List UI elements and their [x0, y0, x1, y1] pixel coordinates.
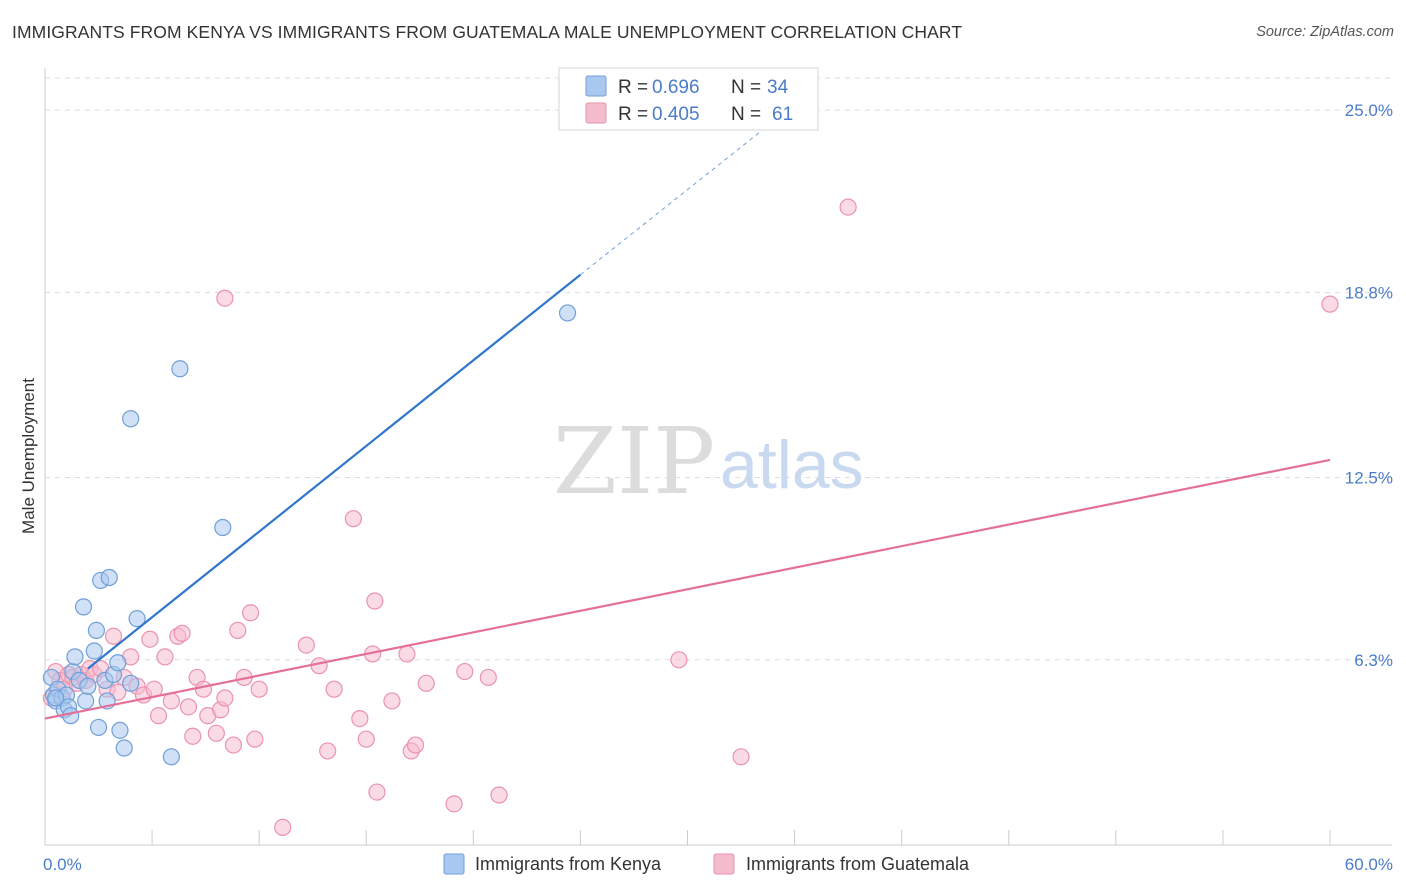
kenya-point [111, 721, 129, 739]
kenya-point [122, 674, 140, 692]
guatemala-point [184, 727, 202, 745]
kenya-point [109, 654, 127, 672]
x-tick-label-max: 60.0% [1345, 855, 1393, 874]
guatemala-point [229, 621, 247, 640]
kenya-n-label: N = [731, 77, 761, 98]
guatemala-point [344, 510, 362, 528]
kenya-point [47, 689, 65, 707]
guatemala-point [310, 657, 328, 675]
watermark-zip: ZIP [553, 408, 715, 515]
kenya-point [171, 360, 189, 378]
guatemala-point [242, 604, 260, 622]
guatemala-trend-line [44, 458, 1331, 720]
guatemala-point [141, 630, 159, 648]
stats-legend: R = 0.696 N = 34 R = 0.405 N = 61 [558, 67, 819, 131]
guatemala-point [368, 783, 386, 801]
kenya-point [558, 304, 577, 322]
legend-kenya-swatch [443, 853, 465, 875]
guatemala-point [406, 736, 425, 754]
kenya-point [122, 410, 140, 428]
kenya-swatch [585, 75, 607, 97]
kenya-point [128, 610, 146, 628]
guatemala-point [224, 736, 243, 754]
y-tick-label: 6.3% [1354, 651, 1393, 670]
x-tick-label-min: 0.0% [43, 855, 82, 874]
kenya-point [79, 677, 97, 695]
guatemala-point [479, 668, 497, 687]
kenya-point [89, 718, 108, 737]
guatemala-point [194, 680, 213, 698]
guatemala-point [179, 698, 198, 716]
legend-guatemala-label: Immigrants from Guatemala [746, 854, 970, 874]
trend-lines [44, 112, 1331, 720]
kenya-point [85, 642, 103, 660]
guatemala-point [732, 748, 750, 766]
y-tick-labels: 6.3% 12.5% 18.8% 25.0% [1345, 101, 1393, 670]
kenya-point [214, 518, 232, 537]
series-legend: Immigrants from Kenya Immigrants from Gu… [443, 853, 970, 875]
guatemala-point [383, 692, 401, 710]
guatemala-swatch [585, 102, 607, 124]
guatemala-point [319, 742, 337, 760]
guatemala-point [156, 648, 174, 666]
guatemala-point [398, 645, 416, 663]
guatemala-point [246, 730, 264, 748]
guatemala-n-label: N = [731, 104, 761, 125]
axes [44, 68, 1392, 846]
guatemala-point [366, 592, 384, 610]
guatemala-point [490, 786, 508, 804]
guatemala-point [670, 651, 688, 669]
guatemala-point [456, 662, 474, 681]
kenya-point [77, 692, 95, 710]
y-tick-label: 25.0% [1345, 101, 1393, 120]
guatemala-r-label: R = [618, 104, 648, 125]
guatemala-point [445, 795, 463, 813]
guatemala-point [325, 680, 343, 698]
kenya-trend-extension [580, 112, 785, 276]
guatemala-point [839, 198, 857, 216]
watermark-atlas: atlas [720, 427, 864, 503]
guatemala-point [274, 818, 292, 836]
guatemala-point [357, 730, 375, 748]
x-ticks [44, 830, 1331, 845]
kenya-point [162, 748, 180, 766]
legend-guatemala-swatch [713, 853, 735, 875]
source-label: Source: ZipAtlas.com [1256, 24, 1394, 40]
guatemala-r-value: 0.405 [652, 104, 700, 125]
guatemala-point [216, 689, 234, 707]
kenya-point [115, 739, 133, 757]
y-axis-label: Male Unemployment [19, 378, 38, 534]
guatemala-point [297, 636, 315, 654]
guatemala-point [1321, 295, 1339, 313]
kenya-points [42, 304, 577, 766]
guatemala-point [216, 289, 234, 307]
guatemala-point [149, 707, 168, 725]
guatemala-point [173, 624, 191, 642]
guatemala-point [250, 680, 268, 698]
chart-title: IMMIGRANTS FROM KENYA VS IMMIGRANTS FROM… [12, 22, 963, 42]
kenya-point [66, 648, 84, 666]
kenya-r-label: R = [618, 77, 648, 98]
watermark: ZIP atlas [553, 408, 864, 515]
kenya-point [100, 568, 118, 587]
kenya-r-value: 0.696 [652, 77, 700, 98]
guatemala-point [207, 724, 225, 742]
guatemala-point [104, 627, 123, 645]
guatemala-n-value: 61 [772, 104, 793, 125]
y-tick-label: 18.8% [1345, 283, 1393, 302]
kenya-trend-line [87, 273, 582, 670]
guatemala-point [417, 674, 435, 692]
guatemala-points [42, 198, 1339, 836]
guatemala-point [351, 709, 369, 728]
kenya-point [74, 598, 93, 616]
legend-kenya-label: Immigrants from Kenya [475, 854, 662, 874]
kenya-point [87, 621, 106, 640]
y-tick-label: 12.5% [1345, 469, 1393, 488]
kenya-n-value: 34 [767, 77, 789, 98]
